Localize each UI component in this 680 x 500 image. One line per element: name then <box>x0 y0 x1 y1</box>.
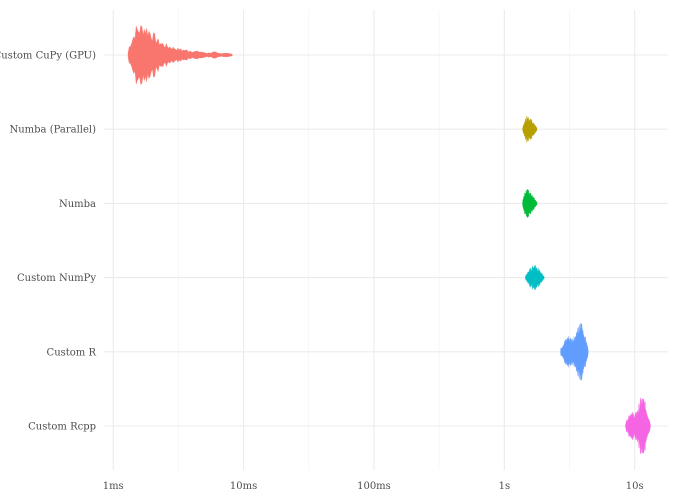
violin-custom-r <box>560 323 589 381</box>
y-tick-label: Custom CuPy (GPU) <box>0 51 96 62</box>
y-tick-label: Numba <box>59 199 96 210</box>
violin-custom-cupy-gpu <box>127 24 233 86</box>
violin-custom-rcpp <box>625 398 651 454</box>
violin-series <box>127 24 651 454</box>
x-tick-label: 1s <box>499 481 511 492</box>
y-tick-label: Custom R <box>47 347 97 358</box>
x-axis-labels: 1ms 10ms 100ms 1s 10s <box>103 481 644 492</box>
x-tick-label: 100ms <box>357 481 391 492</box>
violin-numba <box>522 188 538 218</box>
y-axis-labels: Custom CuPy (GPU) Numba (Parallel) Numba Cu… <box>0 51 96 433</box>
grid-lines <box>104 10 668 470</box>
x-tick-label: 10s <box>626 481 644 492</box>
x-tick-label: 1ms <box>103 481 124 492</box>
violin-numba-parallel <box>522 115 538 143</box>
y-tick-label: Numba (Parallel) <box>9 125 96 136</box>
y-tick-label: Custom NumPy <box>17 273 96 284</box>
y-tick-label: Custom Rcpp <box>28 422 96 433</box>
violin-custom-numpy <box>525 264 545 291</box>
x-tick-label: 10ms <box>230 481 257 492</box>
